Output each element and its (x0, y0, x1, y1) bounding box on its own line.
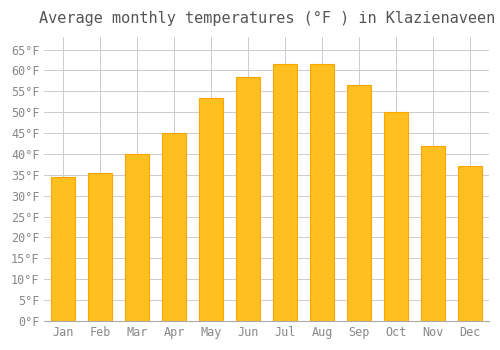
Bar (125, 154, 149, 321)
Bar (310, 64, 334, 321)
Bar (199, 98, 223, 321)
Bar (273, 64, 297, 321)
Bar (51, 177, 75, 321)
Bar (236, 77, 260, 321)
Bar (347, 85, 372, 321)
Bar (384, 112, 408, 321)
Bar (422, 146, 446, 321)
Bar (162, 133, 186, 321)
Bar (458, 167, 482, 321)
Bar (88, 173, 112, 321)
Title: Average monthly temperatures (°F ) in Klazienaveen: Average monthly temperatures (°F ) in Kl… (38, 11, 495, 26)
